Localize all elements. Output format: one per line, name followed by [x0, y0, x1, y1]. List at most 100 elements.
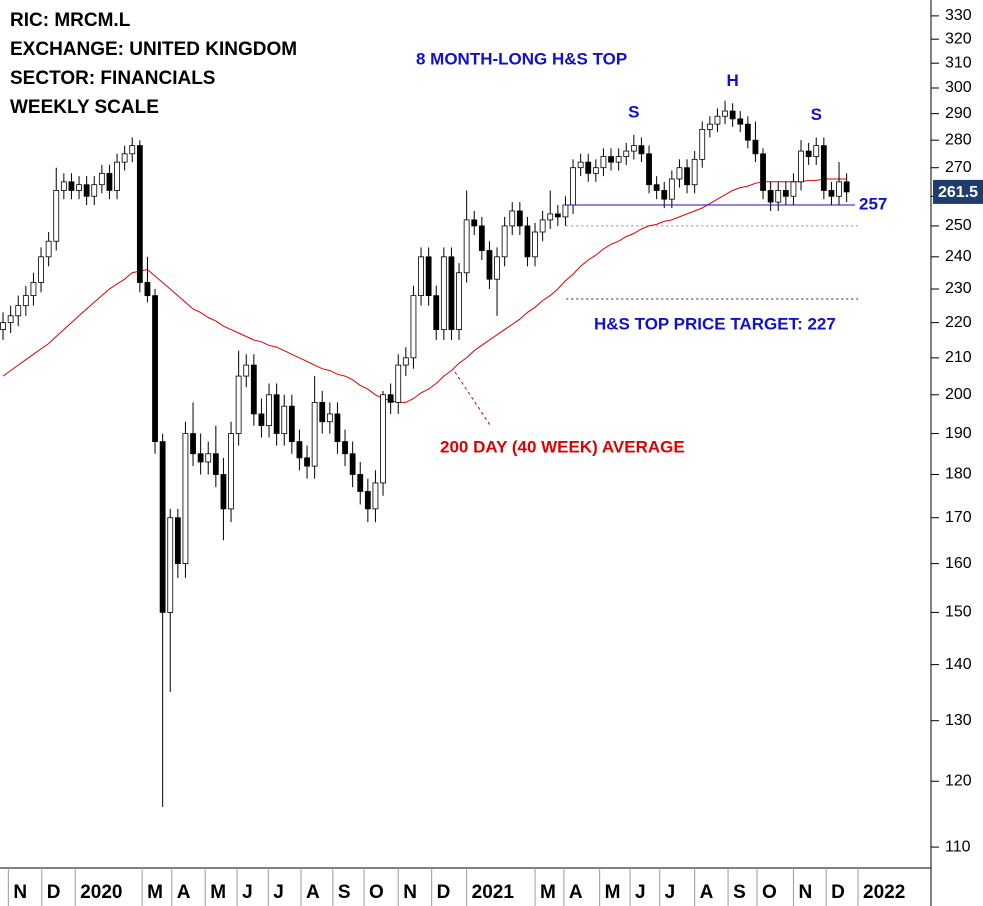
candle-body [0, 322, 6, 330]
candle-body [790, 181, 797, 197]
y-tick-label: 200 [945, 386, 972, 403]
neckline-label: 257 [859, 195, 887, 214]
x-tick-label: J [242, 882, 253, 903]
candle-body [60, 181, 67, 191]
candle-body [114, 161, 120, 191]
candle-body [570, 167, 576, 206]
candle-body [752, 139, 759, 155]
candle-body [387, 394, 394, 403]
candle-body [524, 225, 531, 258]
candle-body [805, 150, 812, 157]
candle-body [281, 405, 288, 434]
x-tick-label: O [369, 882, 384, 903]
pattern-title: 8 MONTH-LONG H&S TOP [416, 49, 627, 68]
candle-body [501, 225, 508, 258]
target-label: H&S TOP PRICE TARGET: 227 [594, 314, 836, 333]
candle-body [744, 123, 751, 141]
candle-body [342, 441, 348, 455]
candle-body [760, 153, 766, 191]
x-tick-label: M [540, 882, 556, 903]
x-tick-label: S [338, 882, 351, 903]
x-tick-label: J [665, 882, 676, 903]
candle-body [212, 453, 219, 475]
candle-body [615, 156, 622, 163]
candle-body [266, 394, 272, 427]
candle-body [813, 145, 820, 157]
x-tick-label: A [700, 882, 714, 903]
candle-body [486, 250, 493, 280]
y-tick-label: 300 [945, 79, 972, 96]
y-tick-label: 230 [945, 280, 972, 297]
candle-body [129, 145, 136, 155]
candle-body [174, 517, 181, 564]
candle-body [144, 282, 151, 297]
candle-body [516, 210, 523, 227]
y-tick-label: 330 [945, 7, 972, 24]
x-tick-label: M [605, 882, 621, 903]
candle-body [380, 394, 386, 484]
candle-body [539, 219, 546, 233]
candle-body [296, 441, 303, 459]
ma-pointer [454, 371, 491, 426]
y-tick-label: 130 [945, 712, 972, 729]
candle-body [402, 357, 409, 366]
candle-body [319, 401, 326, 423]
candle-body [220, 474, 227, 510]
candle-body [820, 145, 827, 191]
candle-body [699, 129, 706, 160]
candle-body [448, 256, 455, 330]
candle-body [159, 441, 166, 613]
x-tick-label: D [831, 882, 845, 903]
candle-body [509, 210, 516, 227]
candle-body [273, 394, 280, 434]
candle-body [668, 178, 675, 200]
x-tick-label: S [733, 882, 746, 903]
candle-body [372, 482, 379, 510]
candle-body [433, 295, 440, 330]
candle-body [691, 158, 698, 186]
header-line: WEEKLY SCALE [10, 97, 159, 118]
candle-body [577, 161, 584, 169]
y-tick-label: 280 [945, 131, 972, 148]
candle-body [843, 181, 850, 193]
plot-area [0, 100, 858, 807]
pattern-point-label: S [811, 105, 822, 124]
moving-average-line [2, 178, 847, 403]
header-line: RIC: MRCM.L [10, 10, 131, 31]
candle-body [106, 172, 113, 191]
y-tick-label: 170 [945, 509, 972, 526]
candle-body [562, 204, 569, 218]
candle-body [228, 433, 234, 510]
candle-body [547, 213, 554, 221]
candle-body [205, 453, 212, 463]
candle-body [554, 213, 561, 218]
candle-body [167, 517, 174, 613]
y-tick-label: 150 [945, 604, 972, 621]
y-tick-label: 160 [945, 555, 972, 572]
candle-body [623, 150, 630, 157]
x-tick-label: N [403, 882, 417, 903]
candle-body [471, 219, 478, 227]
x-tick-label: J [635, 882, 646, 903]
y-tick-label: 210 [945, 349, 972, 366]
y-tick-label: 180 [945, 466, 972, 483]
x-tick-label: J [273, 882, 284, 903]
candle-body [395, 364, 402, 403]
candle-body [45, 240, 52, 258]
ma-label: 200 DAY (40 WEEK) AVERAGE [440, 437, 685, 456]
candle-body [684, 167, 690, 186]
y-tick-label: 320 [945, 30, 972, 47]
x-tick-label: O [762, 882, 777, 903]
candle-body [349, 453, 356, 475]
y-tick-label: 290 [945, 105, 972, 122]
candle-body [311, 401, 318, 467]
candle-body [646, 153, 652, 186]
candle-body [243, 364, 250, 377]
candle-body [676, 167, 683, 180]
candle-body [714, 115, 721, 125]
y-tick-label: 270 [945, 159, 972, 176]
candle-body [440, 256, 447, 330]
candle-body [68, 181, 75, 191]
